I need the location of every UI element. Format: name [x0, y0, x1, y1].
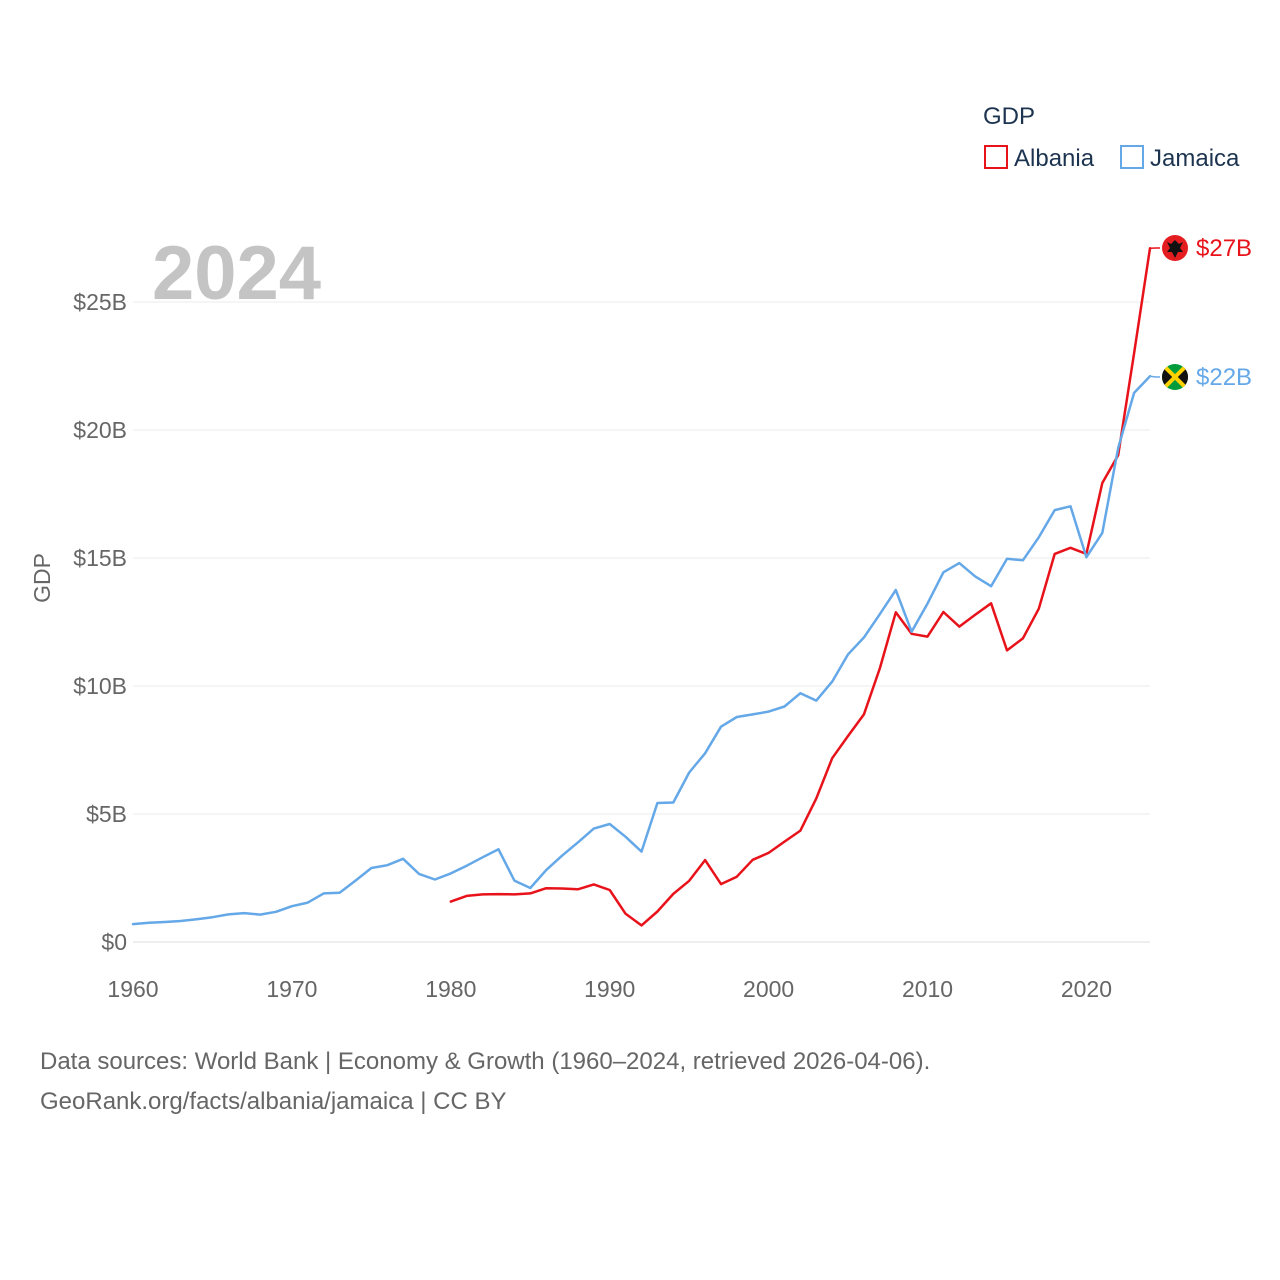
legend-swatch-jamaica — [1120, 145, 1144, 169]
grid-lines — [133, 301, 1150, 943]
y-tick-label: $10B — [73, 673, 127, 699]
y-tick-label: $0 — [101, 929, 127, 955]
x-axis-ticks: 1960 1970 1980 1990 2000 2010 2020 — [107, 976, 1112, 1002]
x-tick-label: 1980 — [425, 976, 476, 1002]
year-label: 2024 — [152, 231, 321, 316]
x-tick-label: 2000 — [743, 976, 794, 1002]
y-axis-title: GDP — [29, 553, 55, 603]
y-tick-label: $25B — [73, 289, 127, 315]
source-link: GeoRank.org/facts/albania/jamaica | CC B… — [40, 1088, 507, 1115]
x-tick-label: 1960 — [107, 976, 158, 1002]
x-tick-label: 2020 — [1061, 976, 1112, 1002]
y-tick-label: $5B — [86, 801, 127, 827]
y-tick-label: $20B — [73, 417, 127, 443]
end-value-label-jamaica: $22B — [1196, 364, 1252, 391]
end-value-label-albania: $27B — [1196, 235, 1252, 262]
gdp-line-chart: $0 $5B $10B $15B $20B $25B 1960 1970 1980 1990 20… — [29, 103, 1252, 1002]
legend-swatch-albania — [984, 145, 1008, 169]
data-sources-note: Data sources: World Bank | Economy & Gro… — [40, 1048, 931, 1075]
legend-title: GDP — [983, 103, 1035, 130]
legend: GDP Albania Jamaica — [983, 103, 1240, 172]
series-end-markers: $27B $22B — [1149, 235, 1252, 391]
albania-flag-icon — [1162, 235, 1188, 261]
x-tick-label: 2010 — [902, 976, 953, 1002]
y-axis-ticks: $0 $5B $10B $15B $20B $25B — [73, 289, 127, 955]
series-line-jamaica — [131, 374, 1152, 926]
series-lines — [131, 246, 1152, 927]
jamaica-flag-icon — [1162, 364, 1188, 390]
chart-footer: Data sources: World Bank | Economy & Gro… — [40, 1042, 930, 1122]
x-tick-label: 1990 — [584, 976, 635, 1002]
legend-label-albania: Albania — [1014, 145, 1095, 172]
series-line-albania — [449, 246, 1152, 927]
x-tick-label: 1970 — [266, 976, 317, 1002]
legend-label-jamaica: Jamaica — [1150, 145, 1240, 172]
end-connector-jamaica — [1149, 375, 1160, 378]
y-tick-label: $15B — [73, 545, 127, 571]
